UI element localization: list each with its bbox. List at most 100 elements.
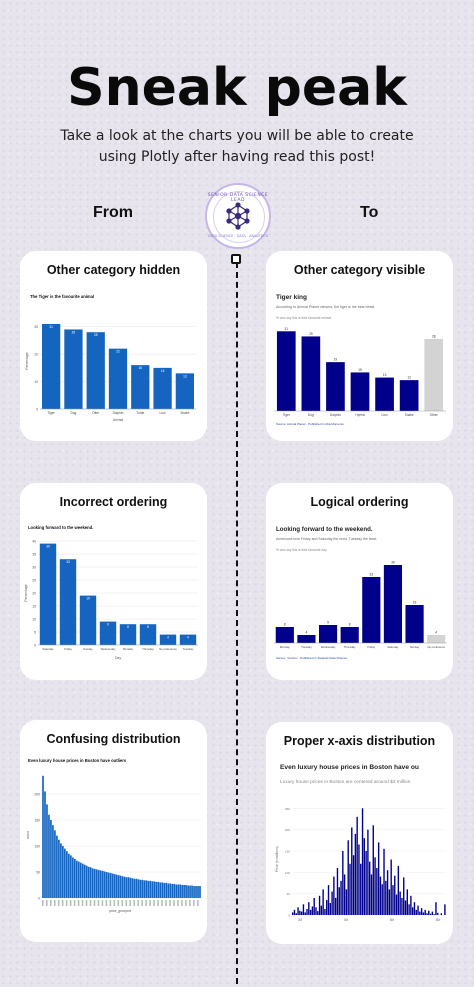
y-tick-label: 40	[32, 540, 36, 544]
center-divider	[236, 262, 238, 984]
bar	[322, 889, 324, 915]
x-tick-label: Dog	[308, 413, 314, 417]
bar	[159, 634, 177, 645]
bar	[97, 869, 100, 898]
chart-subtitle: According to Animal Planet viewers, the …	[276, 305, 375, 309]
bar	[113, 874, 116, 898]
chart-proper-distribution: Even luxury house prices in Boston have …	[275, 764, 446, 922]
x-tick-label: Wednesday	[321, 645, 336, 649]
bar	[77, 861, 80, 898]
bar	[428, 910, 430, 915]
y-tick-label: 30	[32, 566, 36, 570]
bar	[137, 879, 140, 898]
x-tick-label	[173, 900, 175, 906]
bar	[333, 876, 335, 915]
x-tick-label: Otter	[92, 411, 100, 415]
y-tick-label: 20	[32, 592, 36, 596]
x-tick-label: Snake	[405, 413, 414, 417]
bar	[147, 880, 150, 898]
bar	[275, 627, 294, 643]
bar	[352, 855, 355, 915]
bar	[362, 577, 381, 643]
bar	[377, 842, 380, 915]
x-tick-label	[101, 900, 104, 906]
y-tick-label: 0	[38, 897, 40, 901]
bar-value-label: 8	[349, 623, 351, 627]
bar	[99, 870, 102, 898]
x-tick-label	[93, 900, 96, 906]
bar	[424, 339, 444, 411]
bar	[39, 543, 57, 645]
x-tick-label	[141, 900, 143, 906]
x-tick-label: Dolphin	[113, 411, 124, 415]
bar	[311, 906, 314, 915]
bar	[145, 880, 148, 898]
x-tick-label: Thursday	[344, 645, 356, 649]
bar-value-label: 19	[413, 601, 417, 605]
bar	[60, 843, 62, 898]
bar	[123, 876, 126, 898]
bar	[300, 911, 303, 915]
bar	[437, 912, 439, 915]
bar-value-label: 28	[94, 333, 98, 337]
bar-value-label: 8	[284, 623, 286, 627]
bar	[405, 605, 424, 643]
chart-logical-ordering: Looking forward to the weekend. Americans…	[274, 526, 447, 660]
bar	[318, 625, 338, 643]
bar	[308, 902, 310, 915]
bar	[66, 851, 68, 898]
card-confusing-distribution: Confusing distribution Even luxury house…	[20, 720, 207, 942]
x-tick-label: 4M	[344, 918, 349, 922]
bar-value-label: 31	[49, 325, 53, 329]
bar	[408, 904, 410, 915]
bar-value-label: 29	[309, 332, 313, 336]
bar	[299, 910, 301, 915]
brand-logo: SENIOR DATA SCIENCE LEAD DATA SCIENCE · …	[205, 183, 271, 249]
bar	[73, 859, 76, 898]
bar	[433, 914, 435, 915]
x-tick-label: 6M	[390, 918, 395, 922]
chart-title: Tiger king	[276, 294, 307, 301]
bar	[297, 907, 299, 915]
bar-value-label: 33	[66, 560, 70, 564]
bar	[91, 868, 94, 898]
bar-value-label: 22	[116, 350, 120, 354]
bar	[50, 820, 52, 898]
bar	[424, 909, 426, 915]
bar	[390, 859, 392, 915]
bar	[363, 838, 366, 915]
bar	[401, 897, 403, 915]
x-tick-label: Saturday	[42, 647, 54, 651]
chart-confusing-distribution: Even luxury house prices in Boston have …	[26, 758, 201, 913]
bar-value-label: 13	[383, 373, 387, 377]
y-tick-label: 50	[36, 871, 40, 875]
x-tick-label	[73, 900, 76, 906]
chart-incorrect-ordering: Looking forward to the weekend. 0 5 10 15 20 2…	[24, 525, 198, 660]
bar-value-label: 33	[370, 573, 374, 577]
y-tick-label: 0	[288, 914, 290, 918]
y-axis-title: Percentage	[25, 352, 29, 369]
bar	[317, 911, 319, 915]
y-tick-label: 250	[285, 807, 290, 811]
bar	[175, 884, 177, 898]
bar	[101, 870, 104, 898]
bar	[406, 889, 408, 915]
bar	[64, 848, 66, 898]
chart-source: Source: Animal Planet · Published in Aha…	[276, 422, 344, 426]
x-tick-label	[69, 900, 72, 906]
bar	[309, 909, 312, 915]
bar	[420, 908, 423, 915]
bar	[163, 882, 166, 898]
bar	[320, 905, 323, 915]
bar	[103, 871, 106, 898]
x-tick-label	[145, 900, 147, 906]
x-tick-label: Dog	[70, 411, 76, 415]
bar	[383, 565, 403, 643]
network-icon	[226, 202, 250, 230]
card-other-hidden: Other category hidden The Tiger is the f…	[20, 251, 207, 441]
bar	[399, 891, 401, 915]
x-tick-label	[45, 900, 48, 906]
bar	[385, 880, 387, 915]
bar	[117, 875, 120, 898]
bar	[386, 870, 389, 915]
